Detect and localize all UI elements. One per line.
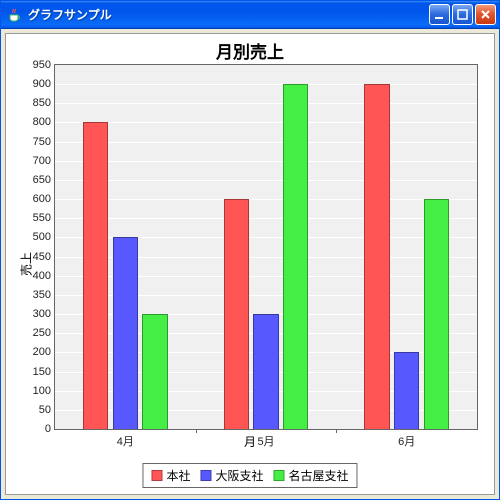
titlebar[interactable]: グラフサンプル bbox=[1, 1, 499, 29]
x-tick-label: 6月 bbox=[398, 429, 415, 449]
legend-label: 大阪支社 bbox=[215, 467, 263, 484]
y-tick-label: 650 bbox=[33, 174, 55, 186]
gridline bbox=[55, 218, 477, 219]
chart-panel: 月別売上 売上 05010015020025030035040045050055… bbox=[5, 33, 495, 495]
y-tick-label: 900 bbox=[33, 78, 55, 90]
legend-item: 本社 bbox=[151, 467, 190, 484]
gridline bbox=[55, 103, 477, 104]
window-title: グラフサンプル bbox=[28, 6, 429, 23]
x-tick-mark bbox=[196, 429, 197, 433]
bar bbox=[113, 237, 138, 429]
x-tick-label: 4月 bbox=[117, 429, 134, 449]
chart-title: 月別売上 bbox=[6, 34, 494, 63]
y-tick-label: 700 bbox=[33, 155, 55, 167]
window-controls bbox=[429, 4, 496, 25]
y-tick-label: 150 bbox=[33, 366, 55, 378]
gridline bbox=[55, 142, 477, 143]
legend-swatch bbox=[151, 470, 162, 481]
bar bbox=[224, 199, 249, 429]
bar bbox=[283, 84, 308, 429]
y-tick-label: 550 bbox=[33, 212, 55, 224]
close-button[interactable] bbox=[475, 4, 496, 25]
bar bbox=[142, 314, 167, 429]
y-tick-label: 450 bbox=[33, 251, 55, 263]
legend-label: 名古屋支社 bbox=[289, 467, 349, 484]
gridline bbox=[55, 84, 477, 85]
y-tick-label: 200 bbox=[33, 346, 55, 358]
x-axis-label: 月 bbox=[244, 433, 256, 450]
legend-item: 名古屋支社 bbox=[274, 467, 349, 484]
legend-item: 大阪支社 bbox=[200, 467, 263, 484]
legend-swatch bbox=[274, 470, 285, 481]
bar bbox=[83, 122, 108, 429]
y-tick-label: 50 bbox=[39, 404, 55, 416]
y-tick-label: 750 bbox=[33, 136, 55, 148]
gridline bbox=[55, 199, 477, 200]
java-cup-icon bbox=[7, 7, 23, 23]
bar bbox=[394, 352, 419, 429]
y-tick-label: 300 bbox=[33, 308, 55, 320]
y-tick-label: 250 bbox=[33, 327, 55, 339]
y-tick-label: 0 bbox=[45, 423, 55, 435]
bar bbox=[364, 84, 389, 429]
app-window: グラフサンプル 月別売上 売上 050100150200250300350400… bbox=[0, 0, 500, 500]
maximize-button[interactable] bbox=[452, 4, 473, 25]
x-tick-mark bbox=[336, 429, 337, 433]
y-tick-label: 100 bbox=[33, 385, 55, 397]
legend-label: 本社 bbox=[166, 467, 190, 484]
bar bbox=[253, 314, 278, 429]
bar bbox=[424, 199, 449, 429]
legend-swatch bbox=[200, 470, 211, 481]
y-tick-label: 600 bbox=[33, 193, 55, 205]
x-tick-label: 5月 bbox=[257, 429, 274, 449]
gridline bbox=[55, 122, 477, 123]
y-tick-label: 400 bbox=[33, 270, 55, 282]
plot-area: 0501001502002503003504004505005506006507… bbox=[54, 64, 478, 430]
gridline bbox=[55, 180, 477, 181]
legend: 本社 大阪支社 名古屋支社 bbox=[142, 463, 357, 488]
y-tick-label: 500 bbox=[33, 231, 55, 243]
minimize-button[interactable] bbox=[429, 4, 450, 25]
gridline bbox=[55, 161, 477, 162]
y-tick-label: 800 bbox=[33, 116, 55, 128]
y-tick-label: 350 bbox=[33, 289, 55, 301]
y-tick-label: 850 bbox=[33, 97, 55, 109]
y-tick-label: 950 bbox=[33, 59, 55, 71]
plot-wrap: 0501001502002503003504004505005506006507… bbox=[54, 64, 478, 430]
